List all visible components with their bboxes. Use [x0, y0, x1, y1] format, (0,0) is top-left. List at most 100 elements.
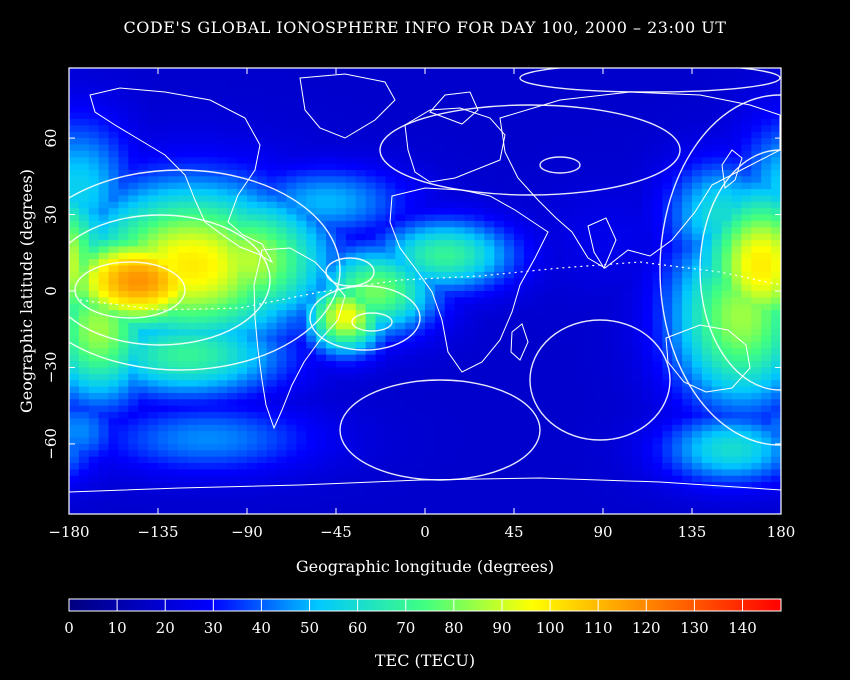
tec-cell [415, 131, 426, 139]
tec-cell [306, 494, 317, 502]
tec-cell [286, 246, 298, 254]
tec-cell [434, 329, 446, 337]
tec-cell [237, 501, 248, 509]
tec-cell [652, 157, 663, 165]
tec-cell [603, 341, 614, 349]
tec-cell [563, 316, 574, 324]
tec-cell [771, 195, 781, 203]
tec-cell [296, 469, 307, 477]
tec-cell [662, 265, 673, 273]
tec-cell [207, 259, 218, 267]
tec-cell [514, 450, 525, 458]
tec-cell [523, 150, 535, 158]
tec-cell [187, 246, 199, 254]
tec-cell [504, 214, 515, 222]
tec-cell [69, 138, 80, 146]
tec-cell [316, 87, 327, 95]
tec-cell [593, 271, 604, 279]
tec-cell [672, 144, 683, 152]
tec-cell [385, 297, 396, 305]
tec-cell [138, 252, 149, 260]
tec-cell [711, 450, 723, 458]
tec-cell [751, 233, 762, 241]
tec-cell [425, 278, 436, 286]
tec-cell [425, 361, 436, 369]
tec-cell [444, 412, 456, 420]
tec-cell [197, 348, 209, 356]
tec-cell [237, 380, 248, 388]
tec-cell [118, 335, 129, 343]
tec-cell [454, 240, 466, 247]
tec-cell [187, 297, 199, 305]
tec-cell [247, 399, 258, 407]
tec-cell [464, 437, 476, 445]
tec-cell [148, 195, 159, 203]
tec-cell [296, 412, 307, 420]
tec-cell [692, 310, 703, 318]
tec-cell [751, 252, 762, 260]
tec-cell [128, 380, 139, 388]
tec-cell [316, 380, 327, 388]
tec-cell [207, 220, 218, 228]
tec-cell [672, 418, 683, 426]
tec-cell [326, 367, 337, 375]
tec-cell [761, 195, 772, 203]
tec-cell [355, 118, 367, 126]
tec-cell [266, 99, 278, 107]
tec-cell [553, 392, 565, 400]
tec-cell [504, 488, 515, 496]
tec-cell [247, 341, 258, 349]
tec-cell [197, 475, 209, 483]
tec-cell [771, 112, 781, 120]
tec-cell [603, 80, 614, 88]
tec-cell [385, 463, 396, 470]
tec-cell [692, 252, 703, 260]
tec-cell [227, 418, 238, 426]
tec-cell [415, 437, 426, 445]
tec-cell [573, 157, 584, 165]
tec-cell [533, 463, 545, 470]
tec-cell [425, 354, 436, 362]
tec-cell [484, 265, 495, 273]
tec-cell [682, 341, 693, 349]
tec-cell [138, 233, 149, 241]
tec-cell [187, 373, 199, 381]
tec-cell [474, 405, 485, 413]
tec-cell [345, 93, 357, 101]
tec-cell [721, 157, 733, 165]
tec-cell [593, 252, 604, 260]
tec-cell [741, 118, 752, 126]
tec-cell [672, 74, 683, 82]
tec-cell [187, 316, 199, 324]
tec-cell [256, 297, 268, 305]
tec-cell [415, 87, 426, 95]
tec-cell [148, 68, 159, 75]
tec-cell [731, 265, 743, 273]
tec-cell [434, 68, 446, 75]
tec-cell [296, 341, 307, 349]
tec-cell [395, 475, 406, 483]
tec-cell [593, 125, 604, 133]
tec-cell [504, 252, 515, 260]
tec-cell [276, 195, 288, 203]
tec-cell [237, 431, 248, 439]
tec-cell [444, 392, 456, 400]
tec-cell [553, 118, 565, 126]
tec-cell [237, 310, 248, 318]
tec-cell [69, 456, 80, 464]
tec-cell [256, 87, 268, 95]
tec-cell [425, 68, 436, 75]
tec-cell [187, 240, 199, 247]
tec-cell [504, 144, 515, 152]
tec-cell [118, 316, 129, 324]
tec-cell [138, 227, 149, 235]
tec-cell [622, 392, 634, 400]
tec-cell [415, 163, 426, 171]
tec-cell [751, 144, 762, 152]
tec-cell [247, 233, 258, 241]
tec-cell [553, 214, 565, 222]
tec-cell [276, 118, 288, 126]
tec-cell [533, 475, 545, 483]
tec-cell [395, 157, 406, 165]
tec-cell [434, 125, 446, 133]
